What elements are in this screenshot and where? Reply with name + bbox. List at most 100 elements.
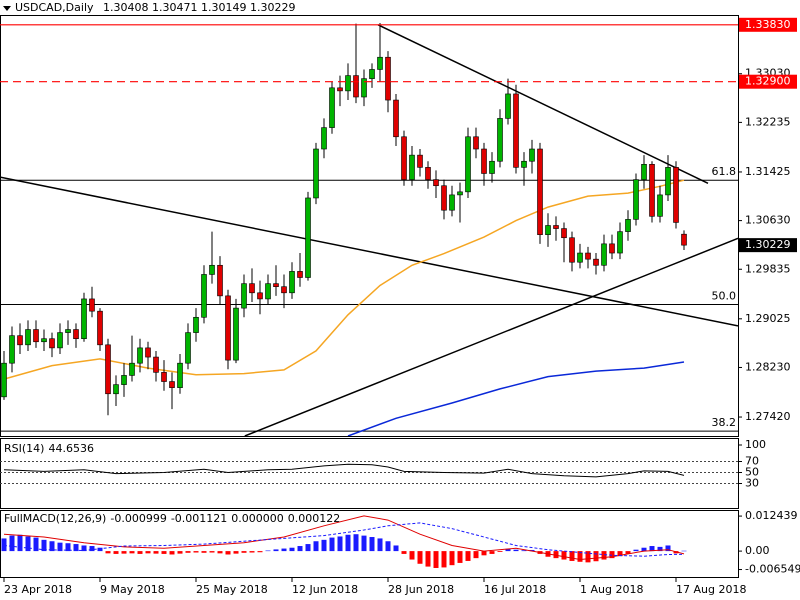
rsi-tick-label: 70 <box>745 455 759 468</box>
candle-body <box>257 292 263 300</box>
macd-histogram-bar <box>569 551 575 561</box>
macd-name: FullMACD(12,26,9) <box>4 512 106 525</box>
macd-histogram-bar <box>497 551 503 552</box>
histogram-readout: 0.000122 <box>288 512 341 525</box>
macd-line <box>3 522 685 557</box>
open-readout: 1.30408 <box>103 1 149 14</box>
collapse-icon[interactable] <box>3 6 11 11</box>
macd-tick-label: 0.012439 <box>745 509 798 522</box>
candle-body <box>505 93 511 119</box>
candle-body <box>489 160 495 174</box>
macd-header: FullMACD(12,26,9) -0.000999 -0.001121 0.000… <box>4 512 340 525</box>
candle-body <box>217 264 223 297</box>
candle-body <box>441 185 447 211</box>
last-price-tag <box>739 238 797 253</box>
candle-body <box>113 384 119 395</box>
y-tick-label: 1.28230 <box>745 360 791 373</box>
price-level-tag <box>739 17 797 32</box>
candle-body <box>185 332 191 364</box>
candle-body <box>433 179 439 187</box>
macd-histogram-bar <box>441 551 447 568</box>
price-level-label: 1.32900 <box>745 75 791 88</box>
candle-body <box>153 356 159 373</box>
y-tick-label: 1.29835 <box>745 262 791 275</box>
macd-histogram-bar <box>577 551 583 562</box>
y-tick-label: 1.31425 <box>745 165 791 178</box>
candle-body <box>97 310 103 346</box>
macd-histogram-bar <box>345 534 351 552</box>
x-tick-label: 12 Jun 2018 <box>292 583 358 596</box>
candle-body <box>305 197 311 278</box>
macd-histogram-bar <box>385 541 391 552</box>
y-tick-label: 1.29025 <box>745 312 791 325</box>
trendline <box>244 237 738 436</box>
candle-body <box>601 243 607 266</box>
macd-histogram-bar <box>241 551 247 553</box>
macd-histogram-bar <box>161 551 167 554</box>
macd-histogram-bar <box>305 544 311 552</box>
candle-body <box>337 87 343 92</box>
fib-label: 38.2 <box>712 416 737 429</box>
macd-histogram-bar <box>465 551 471 561</box>
candle-body <box>129 362 135 376</box>
macd-histogram-bar <box>89 546 95 552</box>
macd-histogram-bar <box>609 551 615 559</box>
candle-body <box>457 191 463 196</box>
candle-body <box>657 194 663 217</box>
candle-body <box>361 78 367 98</box>
candle-body <box>233 307 239 361</box>
macd-histogram-bar <box>681 550 687 552</box>
macd-histogram-bar <box>665 545 671 552</box>
macd-histogram-bar <box>561 551 567 560</box>
candle-body <box>385 56 391 101</box>
candle-body <box>193 316 199 333</box>
macd-histogram-bar <box>9 535 15 552</box>
candle-body <box>297 271 303 278</box>
macd-histogram-bar <box>313 541 319 552</box>
candle-body <box>273 283 279 287</box>
y-tick-label: 1.30630 <box>745 214 791 227</box>
candle-body <box>81 298 87 340</box>
candle-body <box>673 167 679 223</box>
macd-histogram-bar <box>257 551 263 553</box>
symbol: USDCAD,Daily <box>15 1 94 14</box>
macd-histogram-bar <box>49 541 55 552</box>
candle-body <box>321 127 327 150</box>
fib-label: 50.0 <box>712 289 737 302</box>
candle-body <box>17 335 23 346</box>
candle-body <box>465 136 471 193</box>
low-readout: 1.30149 <box>201 1 247 14</box>
signal-readout: -0.001121 <box>171 512 227 525</box>
candle-body <box>569 237 575 263</box>
candle-body <box>161 372 167 382</box>
candle-body <box>625 219 631 232</box>
candle-body <box>481 148 487 174</box>
macd-panel <box>0 510 739 578</box>
macd-histogram-bar <box>297 546 303 552</box>
macd-histogram-bar <box>641 547 647 552</box>
macd-histogram-bar <box>649 546 655 552</box>
candle-body <box>25 329 31 346</box>
candle-body <box>313 148 319 199</box>
candle-body <box>145 347 151 358</box>
macd-histogram-bar <box>409 551 415 560</box>
candle-body <box>497 118 503 162</box>
macd-histogram-bar <box>529 549 535 552</box>
candle-body <box>249 283 255 294</box>
macd-histogram-bar <box>265 550 271 552</box>
macd-histogram-bar <box>113 551 119 554</box>
macd-histogram-bar <box>185 551 191 553</box>
macd-histogram-bar <box>553 551 559 559</box>
macd-line <box>3 515 685 561</box>
macd-histogram-bar <box>369 537 375 552</box>
rsi-tick-label: 50 <box>745 466 759 479</box>
candle-body <box>369 69 375 79</box>
last-price-label: 1.30229 <box>745 238 791 251</box>
macd-histogram-bar <box>33 537 39 552</box>
candle-body <box>281 286 287 294</box>
candle-body <box>345 75 351 92</box>
candle-body <box>1 362 7 398</box>
price-level-tag <box>739 74 797 89</box>
